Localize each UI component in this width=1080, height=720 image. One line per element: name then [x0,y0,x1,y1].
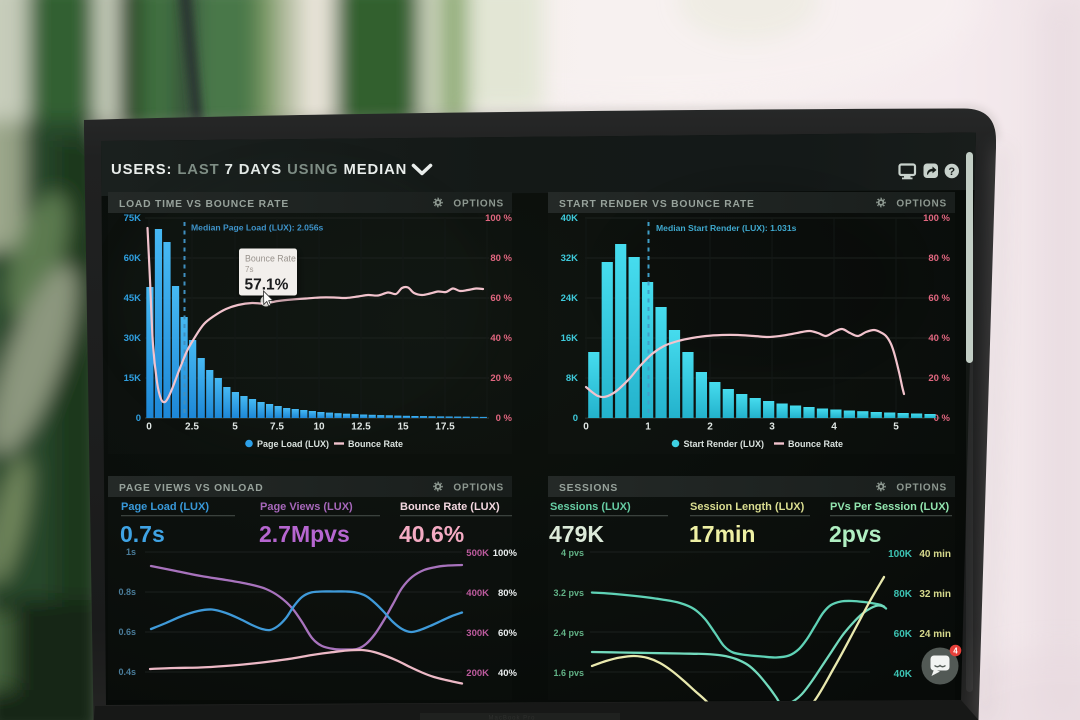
svg-text:0: 0 [573,413,578,424]
svg-text:200K: 200K [466,668,489,679]
svg-text:Bounce Rate: Bounce Rate [348,439,403,449]
svg-text:MacBook Pro: MacBook Pro [488,716,535,720]
svg-text:PAGE VIEWS VS ONLOAD: PAGE VIEWS VS ONLOAD [119,483,264,494]
svg-text:80K: 80K [894,589,913,600]
svg-text:1s: 1s [126,547,136,557]
svg-text:OPTIONS: OPTIONS [896,483,947,494]
svg-text:57.1%: 57.1% [245,277,289,294]
svg-text:2.7Mpvs: 2.7Mpvs [259,521,350,547]
svg-text:40 %: 40 % [490,333,512,344]
svg-text:SESSIONS: SESSIONS [559,483,618,494]
svg-text:3: 3 [769,422,775,433]
svg-text:45K: 45K [124,293,142,304]
svg-text:Page Views (LUX): Page Views (LUX) [260,501,353,513]
svg-text:Session Length (LUX): Session Length (LUX) [690,501,805,513]
svg-text:Median Start Render (LUX): 1.0: Median Start Render (LUX): 1.031s [656,223,797,233]
svg-text:60K: 60K [124,253,142,264]
svg-text:60K: 60K [894,629,913,640]
svg-text:479K: 479K [549,521,604,547]
svg-text:40%: 40% [498,668,518,679]
svg-text:60 %: 60 % [928,293,950,304]
svg-text:LOAD TIME VS BOUNCE RATE: LOAD TIME VS BOUNCE RATE [119,199,289,210]
svg-text:1.6 pvs: 1.6 pvs [553,668,584,678]
svg-text:100 %: 100 % [923,213,950,224]
svg-text:300K: 300K [466,628,489,639]
svg-text:Median Page Load (LUX): 2.056s: Median Page Load (LUX): 2.056s [191,223,324,233]
svg-text:100%: 100% [493,548,518,559]
svg-text:2: 2 [707,422,713,433]
svg-text:0.6s: 0.6s [118,627,136,637]
svg-text:0.4s: 0.4s [118,667,136,677]
svg-text:2.4 pvs: 2.4 pvs [553,628,584,638]
svg-text:15K: 15K [124,373,142,384]
svg-text:400K: 400K [466,588,489,599]
svg-text:0.7s: 0.7s [120,521,165,547]
svg-text:OPTIONS: OPTIONS [453,483,504,494]
svg-text:3.2 pvs: 3.2 pvs [553,588,584,598]
svg-text:60 %: 60 % [490,293,512,304]
svg-text:0 %: 0 % [496,413,513,424]
svg-text:4: 4 [953,647,958,656]
svg-text:100 %: 100 % [485,213,512,224]
svg-text:2.5: 2.5 [185,422,199,433]
svg-text:2pvs: 2pvs [829,521,881,547]
svg-text:80 %: 80 % [490,253,512,264]
svg-text:START RENDER VS BOUNCE RATE: START RENDER VS BOUNCE RATE [559,199,755,210]
svg-text:100K: 100K [888,549,913,560]
svg-text:40K: 40K [894,669,913,680]
svg-text:30K: 30K [124,333,142,344]
svg-text:OPTIONS: OPTIONS [453,199,504,210]
svg-text:0 %: 0 % [934,413,951,424]
svg-text:Page Load (LUX): Page Load (LUX) [257,439,329,449]
svg-text:0: 0 [136,413,141,424]
svg-text:0: 0 [146,422,152,433]
svg-text:10: 10 [313,422,325,433]
svg-text:500K: 500K [466,548,489,559]
svg-text:32K: 32K [561,253,579,264]
svg-text:40.6%: 40.6% [399,521,464,547]
svg-text:80 %: 80 % [928,253,950,264]
svg-text:20 %: 20 % [490,373,512,384]
svg-text:0.8s: 0.8s [118,587,136,597]
svg-text:5: 5 [893,422,899,433]
svg-text:12.5: 12.5 [351,422,371,433]
svg-text:Bounce Rate: Bounce Rate [245,254,296,264]
svg-text:0: 0 [583,422,589,433]
svg-text:17min: 17min [689,521,755,547]
svg-text:Bounce Rate: Bounce Rate [788,439,843,449]
svg-text:Bounce Rate (LUX): Bounce Rate (LUX) [400,501,500,513]
svg-text:4: 4 [831,422,837,433]
svg-text:7s: 7s [245,265,253,274]
svg-text:Page Load (LUX): Page Load (LUX) [121,501,209,513]
svg-text:5: 5 [232,422,238,433]
svg-text:Start Render (LUX): Start Render (LUX) [684,439,765,449]
svg-text:40K: 40K [561,213,579,224]
svg-text:Sessions (LUX): Sessions (LUX) [550,501,631,513]
svg-text:40 min: 40 min [919,549,951,560]
svg-text:?: ? [948,166,955,178]
svg-text:8K: 8K [566,373,578,384]
svg-text:PVs Per Session (LUX): PVs Per Session (LUX) [830,501,950,513]
svg-text:60%: 60% [498,628,518,639]
svg-text:4 pvs: 4 pvs [561,548,584,558]
svg-text:16K: 16K [561,333,579,344]
svg-text:40 %: 40 % [928,333,950,344]
svg-text:32 min: 32 min [919,589,951,600]
svg-text:7.5: 7.5 [270,422,284,433]
svg-text:USERS: LAST 7 DAYS USING MEDIA: USERS: LAST 7 DAYS USING MEDIAN [111,162,407,178]
svg-text:24K: 24K [561,293,579,304]
svg-text:75K: 75K [124,213,142,224]
svg-text:OPTIONS: OPTIONS [896,199,947,210]
svg-text:15: 15 [397,422,409,433]
svg-text:1: 1 [645,422,651,433]
svg-text:20 %: 20 % [928,373,950,384]
svg-text:80%: 80% [498,588,518,599]
svg-text:17.5: 17.5 [435,422,455,433]
svg-text:24 min: 24 min [919,629,951,640]
